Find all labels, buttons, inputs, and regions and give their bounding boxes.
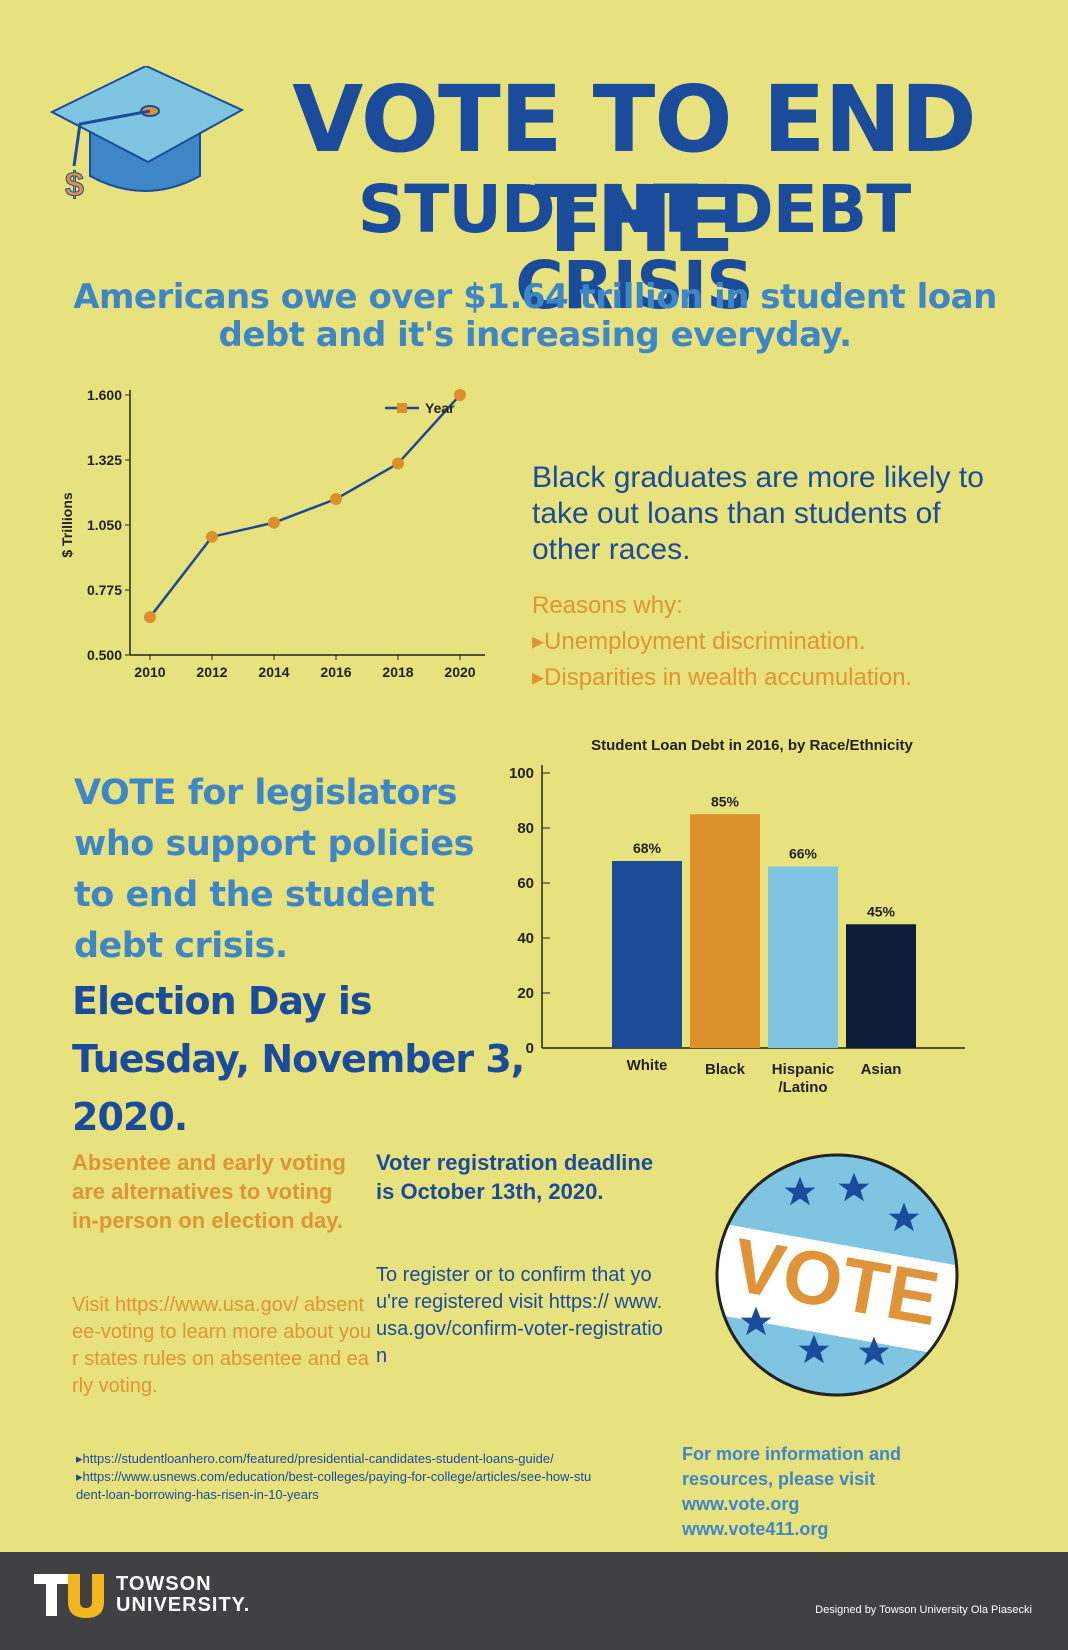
data-point: [268, 516, 280, 529]
star-icon: [798, 1334, 830, 1364]
designer-credit: Designed by Towson University Ola Piasec…: [815, 1604, 1032, 1616]
absentee-heading: Absentee and early voting are alternativ…: [72, 1150, 346, 1233]
y-tick-label: 60: [517, 875, 534, 892]
reason-item: ▸Disparities in wealth accumulation.: [532, 664, 913, 691]
star-icon: [888, 1202, 920, 1232]
y-tick-label: 1.600: [87, 387, 122, 403]
x-tick-label: 2010: [134, 664, 165, 680]
data-label: 85%: [711, 793, 740, 809]
bar: [768, 866, 838, 1048]
data-label: 68%: [633, 840, 662, 856]
source-link[interactable]: ▸https://www.usnews.com/education/best-c…: [76, 1469, 592, 1502]
reasons-heading: Reasons why:: [532, 592, 683, 619]
data-label: 66%: [789, 846, 818, 862]
star-icon: [838, 1172, 870, 1202]
university-name: TOWSON UNIVERSITY.: [116, 1574, 250, 1616]
data-point: [144, 611, 156, 624]
x-tick-label: White: [627, 1057, 668, 1074]
registration-deadline: Voter registration deadline is October 1…: [376, 1150, 654, 1204]
legend-marker: [397, 403, 407, 413]
y-tick-label: 0.500: [87, 647, 122, 663]
y-tick-label: 0: [526, 1040, 534, 1057]
x-tick-label: Asian: [861, 1061, 902, 1078]
y-tick-label: 1.325: [87, 452, 122, 468]
page-title-line-1: VOTE TO END THE: [292, 66, 977, 273]
data-label: 45%: [867, 903, 896, 919]
university-name-line-1: TOWSON: [116, 1573, 212, 1595]
x-tick-label: 2020: [444, 664, 475, 680]
bar: [612, 861, 682, 1048]
star-icon: [784, 1176, 816, 1206]
vote-legislators-statement: VOTE for legislators who support policie…: [74, 773, 474, 966]
absentee-info: Visit https://www.usa.gov/ absentee-voti…: [72, 1294, 372, 1397]
more-info-block: For more information and resources, plea…: [682, 1442, 952, 1542]
x-tick-label: 2016: [320, 664, 351, 680]
data-point: [330, 493, 342, 505]
vote411-link[interactable]: www.vote411.org: [682, 1519, 829, 1539]
y-tick-label: 0.775: [87, 582, 122, 598]
chart-title: Student Loan Debt in 2016, by Race/Ethni…: [591, 737, 913, 754]
bar-chart: Student Loan Debt in 2016, by Race/Ethni…: [509, 737, 965, 1096]
footer-bar: [0, 1552, 1068, 1650]
y-tick-label: 80: [517, 820, 534, 837]
y-axis-title: $ Trillions: [59, 492, 75, 558]
registration-info: To register or to confirm that you're re…: [376, 1264, 663, 1367]
reasons-block: Reasons why: ▸Unemployment discriminatio…: [532, 588, 1002, 696]
data-point: [454, 389, 466, 401]
x-tick-label: Black: [705, 1061, 746, 1078]
towson-logo-icon: TU: [34, 1574, 104, 1618]
x-tick-label: 2012: [196, 664, 227, 680]
vote-org-link[interactable]: www.vote.org: [682, 1494, 800, 1514]
bar: [690, 814, 760, 1048]
dollar-tassel-icon: $: [65, 166, 84, 204]
graduation-cap-icon: $: [50, 66, 245, 205]
x-tick-label: Hispanic/Latino: [772, 1061, 835, 1096]
y-tick-label: 100: [509, 765, 534, 782]
subtitle: Americans owe over $1.64 trillion in stu…: [73, 277, 997, 355]
reason-item: ▸Unemployment discrimination.: [532, 628, 866, 655]
data-point: [206, 530, 218, 543]
data-point: [392, 457, 404, 470]
source-link[interactable]: ▸https://studentloanhero.com/featured/pr…: [76, 1451, 554, 1466]
y-tick-label: 20: [517, 985, 534, 1002]
election-day-statement: Election Day is Tuesday, November 3, 202…: [72, 979, 525, 1139]
line-chart: 0.500 0.775 1.050 1.325 1.600 2010 2012 2014 201…: [59, 387, 485, 680]
legend-label: Year: [425, 400, 455, 416]
more-info-text: For more information and resources, plea…: [682, 1444, 902, 1489]
series-line: [149, 394, 461, 618]
y-tick-label: 40: [517, 930, 534, 947]
star-icon: [858, 1336, 890, 1366]
page-title-line-2: STUDENT DEBT CRISIS: [357, 171, 911, 324]
star-icon: [740, 1306, 772, 1336]
black-graduates-statement: Black graduates are more likely to take …: [532, 461, 984, 566]
y-tick-label: 1.050: [87, 517, 122, 533]
vote-badge: VOTE: [715, 1153, 959, 1397]
x-tick-label: 2018: [382, 664, 413, 680]
x-tick-label: 2014: [258, 664, 289, 680]
bar: [846, 924, 916, 1048]
sources-list: ▸https://studentloanhero.com/featured/pr…: [76, 1450, 596, 1504]
university-name-line-2: UNIVERSITY.: [116, 1594, 251, 1616]
